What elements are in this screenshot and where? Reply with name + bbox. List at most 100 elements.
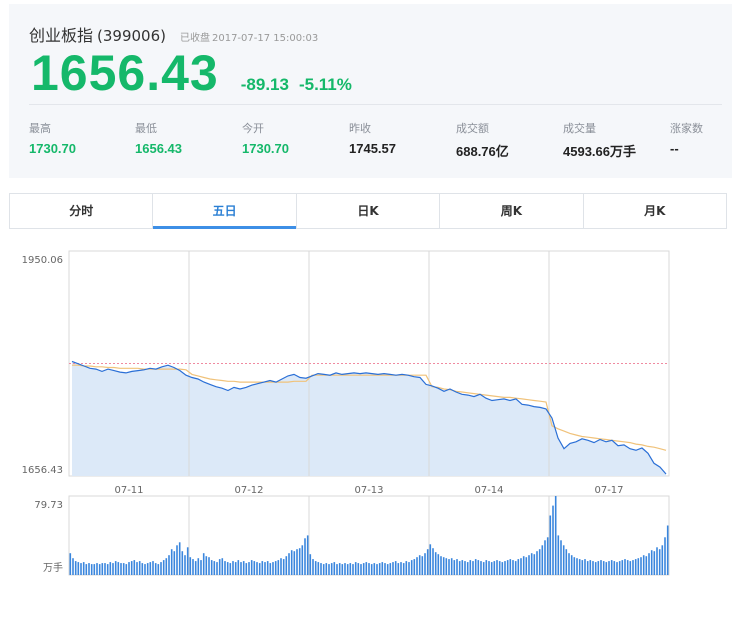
volume-bar: [624, 559, 626, 575]
volume-bar: [464, 561, 466, 575]
volume-bar: [629, 561, 632, 575]
volume-bar: [125, 564, 128, 575]
volume-bar: [77, 562, 80, 575]
volume-bar: [85, 564, 88, 575]
volume-bar: [528, 555, 530, 575]
tab-intraday[interactable]: 分时: [10, 194, 154, 228]
volume-bar: [592, 561, 594, 575]
volume-bar: [632, 560, 634, 575]
stat-value: --: [670, 141, 679, 156]
volume-bar: [301, 545, 304, 575]
volume-bar: [200, 560, 202, 575]
volume-bar: [242, 561, 245, 575]
volume-bar: [112, 563, 114, 575]
volume-bar: [258, 563, 261, 575]
average-price-line: [72, 364, 667, 451]
volume-bar: [120, 563, 122, 575]
volume-bar: [82, 562, 85, 575]
volume-bar: [194, 561, 197, 575]
volume-bar: [162, 560, 165, 575]
volume-bar: [362, 563, 365, 575]
volume-bar: [173, 551, 176, 575]
volume-bar: [93, 564, 96, 575]
volume-bar: [176, 545, 178, 575]
volume-bar: [381, 562, 384, 575]
volume-bar: [178, 542, 181, 575]
volume-bar: [450, 558, 453, 575]
volume-bar: [397, 563, 400, 575]
volume-bar: [392, 562, 394, 575]
volume-bar: [232, 561, 234, 575]
volume-bar: [597, 561, 600, 575]
volume-bar: [496, 560, 498, 575]
volume-bar: [498, 561, 501, 575]
volume-bar: [117, 562, 120, 575]
volume-bar: [552, 505, 554, 575]
volume-bar: [520, 558, 522, 575]
volume-bar: [256, 562, 258, 575]
volume-bar: [557, 535, 560, 575]
stat-label: 今开: [242, 122, 264, 135]
volume-bar: [189, 557, 192, 575]
stat-label: 昨收: [349, 122, 371, 135]
volume-bar: [269, 563, 272, 575]
volume-bar: [69, 553, 72, 575]
divider: [29, 104, 722, 105]
volume-bar: [386, 564, 389, 575]
volume-bar: [493, 561, 496, 575]
x-axis-date-label: 07-14: [474, 485, 503, 496]
price-row: 1656.43 -89.13 -5.11%: [31, 44, 352, 102]
volume-bar: [312, 559, 314, 575]
volume-bar: [101, 563, 104, 575]
volume-bar: [208, 557, 210, 575]
volume-bar: [96, 563, 98, 575]
volume-bar: [149, 562, 152, 575]
volume-bar: [474, 559, 477, 575]
tab-monthly-k[interactable]: 月K: [644, 204, 666, 218]
volume-bar: [645, 556, 648, 575]
volume-bar: [136, 562, 138, 575]
volume-bar: [434, 552, 437, 575]
volume-bar: [226, 562, 229, 575]
volume-bar: [197, 558, 200, 575]
volume-bar: [373, 563, 376, 575]
price-line: [71, 360, 667, 475]
volume-bar: [578, 559, 581, 575]
volume-bar: [504, 561, 506, 575]
volume-bar: [141, 563, 144, 575]
volume-bar: [554, 496, 557, 575]
volume-bar: [360, 564, 362, 575]
volume-bar: [74, 561, 77, 575]
volume-bar: [72, 558, 74, 575]
volume-bar: [445, 558, 448, 575]
volume-bar: [104, 563, 106, 575]
tab-daily-k[interactable]: 日K: [297, 194, 441, 228]
volume-bar: [440, 556, 442, 575]
volume-bar: [221, 558, 224, 575]
volume-bar: [357, 563, 360, 575]
volume-bar: [352, 564, 354, 575]
volume-bar: [634, 559, 637, 575]
tab-five-day[interactable]: 五日: [153, 194, 297, 229]
stat-value: 1730.70: [29, 141, 76, 156]
volume-bar: [296, 549, 298, 575]
volume-bar: [637, 558, 640, 575]
volume-bar: [509, 559, 512, 575]
volume-bar: [602, 561, 605, 575]
volume-bar: [368, 563, 370, 575]
volume-bar: [317, 562, 320, 575]
volume-bar: [453, 560, 456, 575]
stat-advancers: 涨家数 --: [670, 120, 703, 156]
stat-high: 最高 1730.70: [29, 120, 76, 156]
stat-value: 1745.57: [349, 141, 396, 156]
volume-bar: [661, 545, 664, 575]
volume-bar: [277, 560, 280, 575]
volume-bar: [565, 549, 568, 575]
volume-bar: [322, 564, 325, 575]
volume-bar: [656, 547, 658, 575]
volume-bar: [274, 561, 277, 575]
volume-bar: [330, 563, 333, 575]
volume-bar: [376, 564, 378, 575]
tab-weekly-k[interactable]: 周K: [440, 194, 584, 228]
